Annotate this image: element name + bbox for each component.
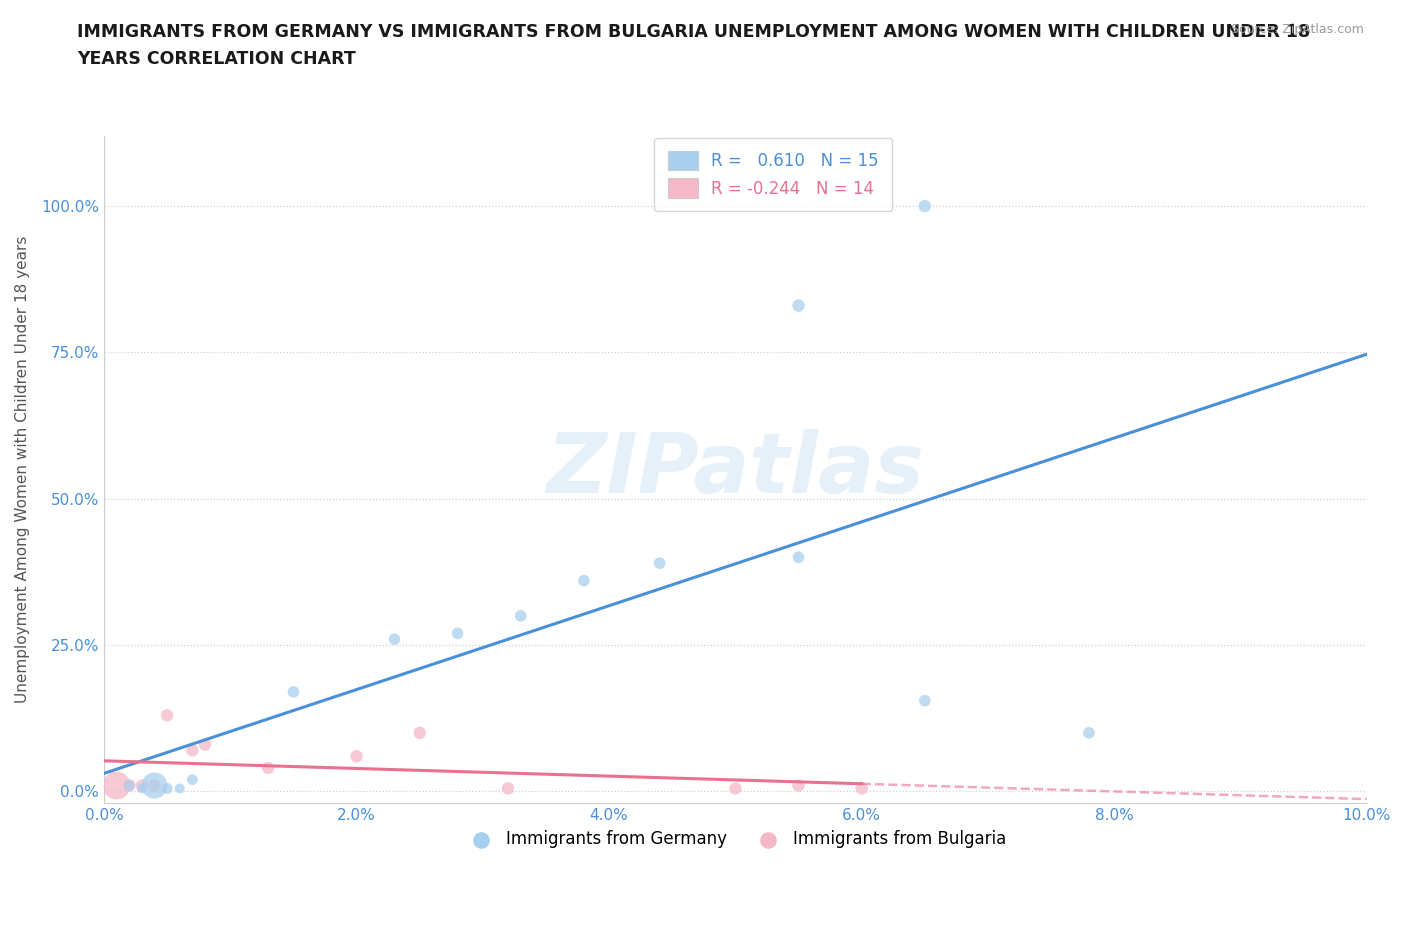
Y-axis label: Unemployment Among Women with Children Under 18 years: Unemployment Among Women with Children U… — [15, 236, 30, 703]
Point — [572, 573, 595, 588]
Point — [787, 550, 810, 565]
Point — [156, 708, 179, 723]
Point — [131, 781, 153, 796]
Point — [156, 781, 179, 796]
Point — [851, 781, 873, 796]
Point — [914, 199, 936, 214]
Point — [914, 693, 936, 708]
Point — [118, 778, 141, 793]
Point — [143, 778, 166, 793]
Point — [283, 684, 305, 699]
Point — [408, 725, 430, 740]
Point — [648, 556, 671, 571]
Point — [384, 631, 406, 646]
Point — [181, 743, 204, 758]
Point — [496, 781, 519, 796]
Point — [787, 778, 810, 793]
Point — [105, 778, 128, 793]
Point — [143, 778, 166, 793]
Text: Source: ZipAtlas.com: Source: ZipAtlas.com — [1230, 23, 1364, 36]
Point — [257, 761, 280, 776]
Point — [181, 772, 204, 787]
Point — [346, 749, 368, 764]
Text: ZIPatlas: ZIPatlas — [547, 429, 924, 510]
Point — [724, 781, 747, 796]
Point — [118, 778, 141, 793]
Text: IMMIGRANTS FROM GERMANY VS IMMIGRANTS FROM BULGARIA UNEMPLOYMENT AMONG WOMEN WIT: IMMIGRANTS FROM GERMANY VS IMMIGRANTS FR… — [77, 23, 1310, 68]
Legend: Immigrants from Germany, Immigrants from Bulgaria: Immigrants from Germany, Immigrants from… — [457, 823, 1014, 855]
Point — [169, 781, 191, 796]
Point — [194, 737, 217, 752]
Point — [446, 626, 468, 641]
Point — [131, 778, 153, 793]
Point — [787, 299, 810, 313]
Point — [509, 608, 531, 623]
Point — [1078, 725, 1101, 740]
